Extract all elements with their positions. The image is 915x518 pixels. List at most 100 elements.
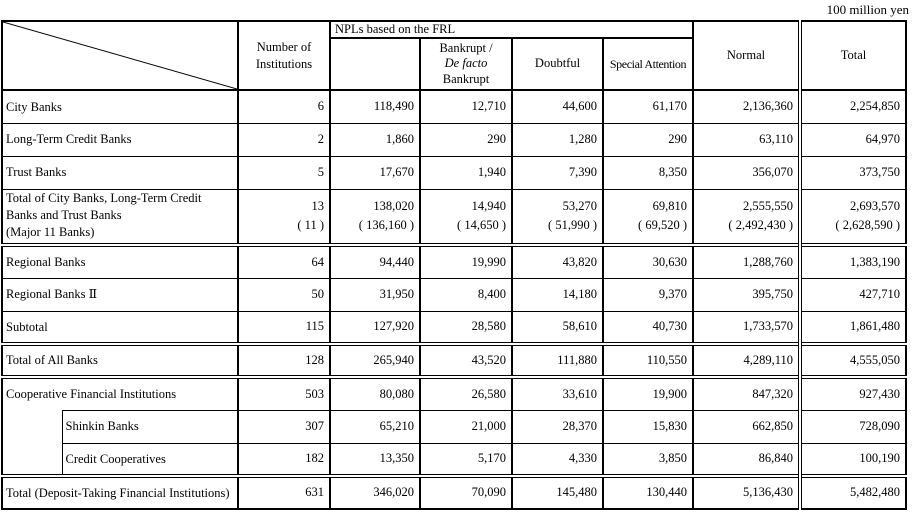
row-label-text: Subtotal [6,319,48,334]
cell-value: 94,440 [379,254,414,269]
cell-npl-frl-total: 94,440 [329,243,421,279]
cell-value: 86,840 [758,451,793,466]
cell-value: 4,555,050 [850,352,900,367]
header-row-2: Bankrupt / De facto Bankrupt Doubtful Sp… [2,37,906,91]
cell-value: 127,920 [373,319,414,334]
bankrupt-header-line2: De facto [444,56,488,71]
cell-value: 1,860 [385,131,414,146]
cell-normal: 1,288,760 [692,243,801,279]
cell-special-attention: 61,170 [602,89,694,124]
cell-value: 58,610 [562,319,597,334]
table-row: Cooperative Financial Institutions 503 80,… [1,375,907,410]
row-label: Shinkin Banks [61,409,239,444]
cell-doubtful: 28,370 [511,409,604,444]
row-label: City Banks [1,89,239,124]
row-sublabel-text: (Major 11 Banks) [6,224,95,239]
col-header-number-of-institutions: Number of Institutions [237,20,331,91]
cell-number-of-institutions: 50 [237,277,331,312]
cell-normal: 2,555,550 ( 2,492,430 ) [692,188,801,246]
cell-value: 1,288,760 [743,254,793,269]
cell-special-attention: 40,730 [602,310,694,345]
indent-spacer-cell [1,410,63,477]
cell-normal: 4,289,110 [692,342,801,378]
cell-value: 19,900 [652,386,687,401]
cell-value: 5,136,430 [743,485,793,500]
cell-npl-frl-total: 65,210 [329,409,421,444]
cell-number-of-institutions: 115 [237,310,331,345]
row-label-text: Trust Banks [6,165,67,180]
row-label-text: Regional Banks Ⅱ [6,287,98,302]
cell-total: 64,970 [798,122,907,157]
cell-value: 5,482,480 [850,485,900,500]
cell-npl-frl-total: 1,860 [329,122,421,157]
row-label: Credit Cooperatives [61,442,239,477]
cell-bankrupt: 14,940 ( 14,650 ) [419,188,513,246]
cell-special-attention: 30,630 [602,243,694,279]
cell-value: 503 [305,386,324,401]
cell-number-of-institutions: 13 ( 11 ) [237,188,331,246]
cell-bankrupt: 21,000 [419,409,513,444]
cell-value: 373,750 [859,164,900,179]
cell-doubtful: 111,880 [511,342,604,378]
cell-number-of-institutions: 182 [237,442,331,477]
cell-value: 12,710 [471,99,506,114]
cell-number-of-institutions: 307 [237,409,331,444]
cell-bankrupt: 70,090 [419,474,513,510]
row-label: Total of City Banks, Long-Term Credit Ba… [1,188,239,246]
cell-special-attention: 3,850 [602,442,694,477]
cell-value: 50 [311,286,325,301]
table-row: City Banks 6 118,490 12,710 44,600 61,170 2,13… [1,89,907,124]
table-row: Shinkin Banks 307 65,210 21,000 28,370 15,830… [1,409,907,477]
cell-paren-value: ( 11 ) [297,218,324,233]
cell-normal: 2,136,360 [692,89,801,124]
cell-npl-frl-total: 31,950 [329,277,421,312]
row-label-text: Total of City Banks, Long-Term Credit Ba… [6,191,202,222]
cell-total: 4,555,050 [798,342,907,378]
row-label: Trust Banks [1,155,239,190]
cell-npl-frl-total: 346,020 [329,474,421,510]
cell-value: 70,090 [471,485,506,500]
cell-value: 110,550 [646,352,687,367]
cell-special-attention: 69,810 ( 69,520 ) [602,188,694,246]
row-label-text: City Banks [6,99,62,114]
cell-special-attention: 15,830 [602,409,694,444]
table-row: Trust Banks 5 17,670 1,940 7,390 8,350 356,070… [1,155,907,190]
cell-value: 5,170 [477,451,506,466]
cell-normal: 847,320 [692,375,801,410]
row-label-text: Credit Cooperatives [65,451,166,466]
cell-value: 1,383,190 [850,254,900,269]
cell-bankrupt: 8,400 [419,277,513,312]
header-row-1: Number of Institutions NPLs based on the… [1,20,907,91]
cell-npl-frl-total: 13,350 [329,442,421,477]
cell-value: 427,710 [859,286,900,301]
row-label-text: Total (Deposit-Taking Financial Institut… [6,485,230,500]
cell-value: 356,070 [752,164,793,179]
cell-special-attention: 290 [602,122,694,157]
cell-normal: 5,136,430 [692,474,801,510]
cell-paren-value: ( 51,990 ) [548,218,597,233]
table-row: Subtotal 115 127,920 28,580 58,610 40,730 1,73… [1,310,907,345]
cell-special-attention: 9,370 [602,277,694,312]
cell-value: 17,670 [379,164,414,179]
row-label: Cooperative Financial Institutions [1,375,239,410]
cell-value: 145,480 [556,485,597,500]
cell-doubtful: 14,180 [511,277,604,312]
cell-npl-frl-total: 17,670 [329,155,421,190]
cell-value: 2,555,550 [743,198,793,213]
row-label: Regional Banks Ⅱ [1,277,239,312]
cell-value: 15,830 [652,418,687,433]
cell-total: 5,482,480 [798,474,907,510]
cell-number-of-institutions: 5 [237,155,331,190]
cell-value: 2,136,360 [743,99,793,114]
cell-normal: 395,750 [692,277,801,312]
cell-doubtful: 53,270 ( 51,990 ) [511,188,604,246]
bankrupt-header-line3: Bankrupt [442,71,490,86]
cell-value: 9,370 [658,286,687,301]
cell-value: 2,693,570 [850,198,900,213]
cell-value: 346,020 [373,485,414,500]
cell-value: 128 [305,352,324,367]
col-header-bankrupt-defacto-bankrupt: Bankrupt / De facto Bankrupt [419,37,513,91]
cell-bankrupt: 28,580 [419,310,513,345]
cell-paren-value: ( 2,628,590 ) [835,218,900,233]
cell-number-of-institutions: 503 [237,375,331,410]
